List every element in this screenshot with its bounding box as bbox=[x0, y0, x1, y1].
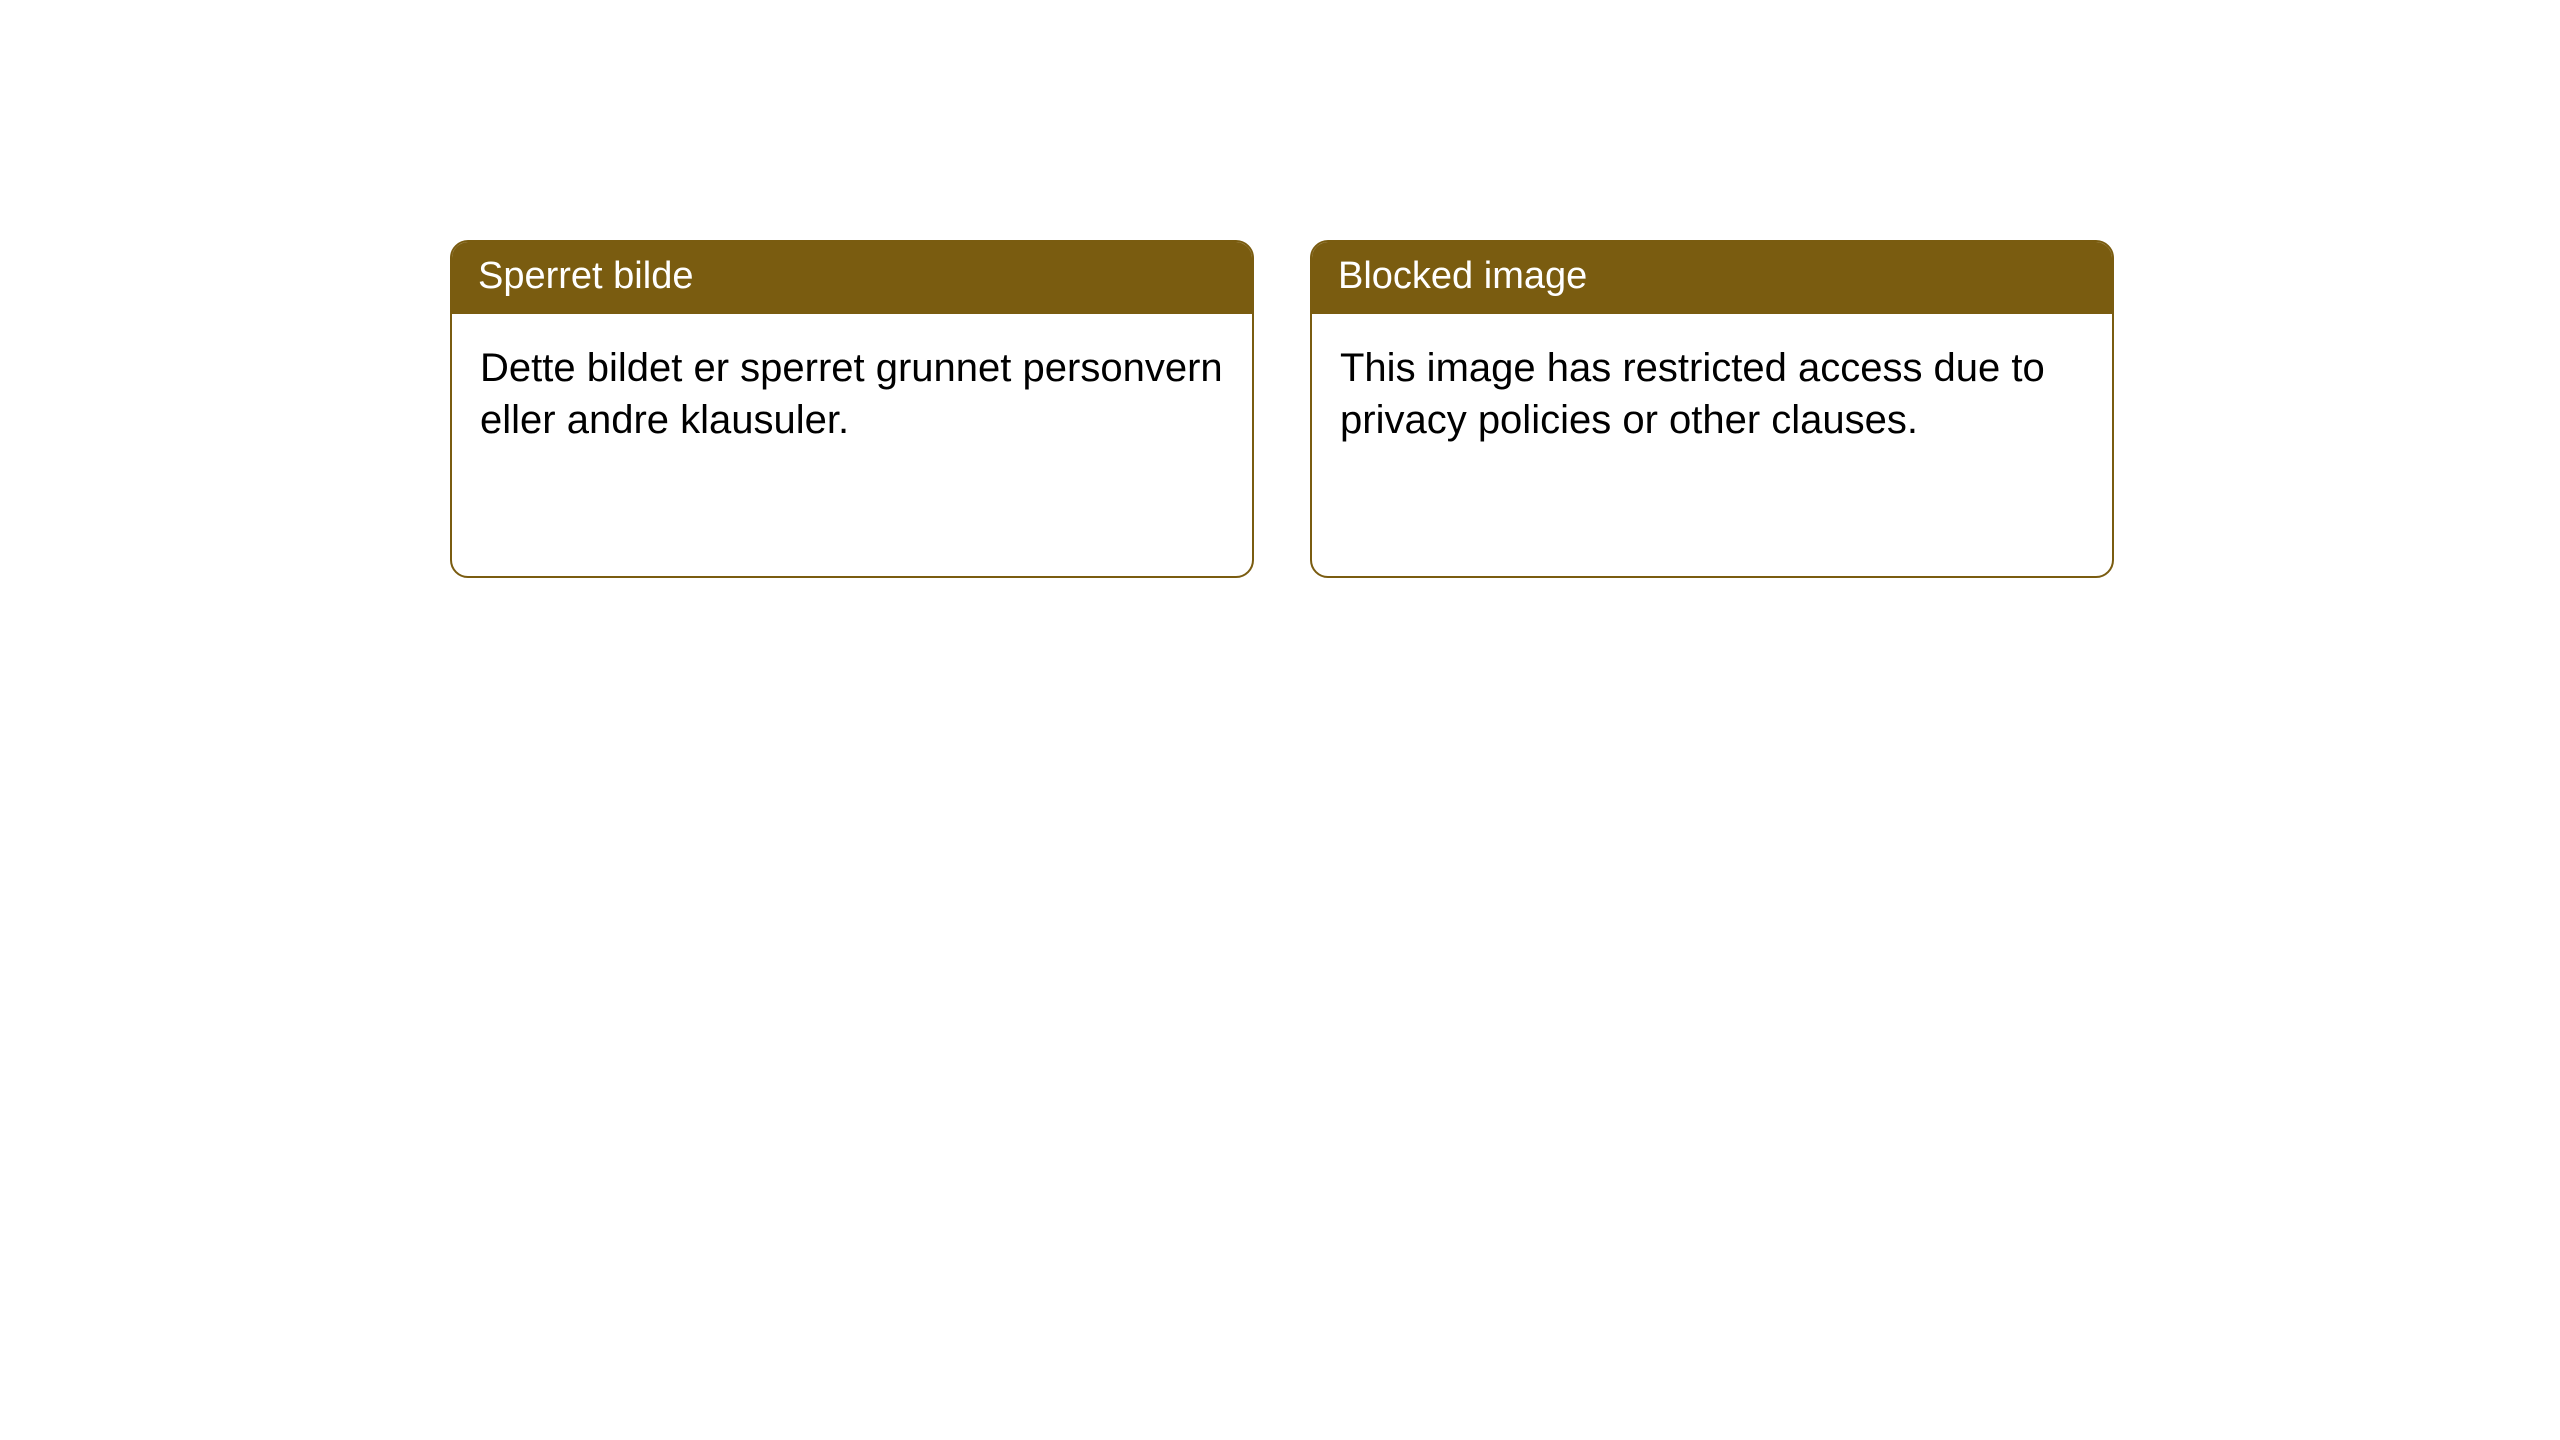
notice-body-english: This image has restricted access due to … bbox=[1312, 314, 2112, 446]
notice-header-norwegian: Sperret bilde bbox=[452, 242, 1252, 314]
notice-box-english: Blocked image This image has restricted … bbox=[1310, 240, 2114, 578]
notice-box-norwegian: Sperret bilde Dette bildet er sperret gr… bbox=[450, 240, 1254, 578]
notice-header-english: Blocked image bbox=[1312, 242, 2112, 314]
notice-container: Sperret bilde Dette bildet er sperret gr… bbox=[0, 0, 2560, 578]
notice-body-norwegian: Dette bildet er sperret grunnet personve… bbox=[452, 314, 1252, 446]
